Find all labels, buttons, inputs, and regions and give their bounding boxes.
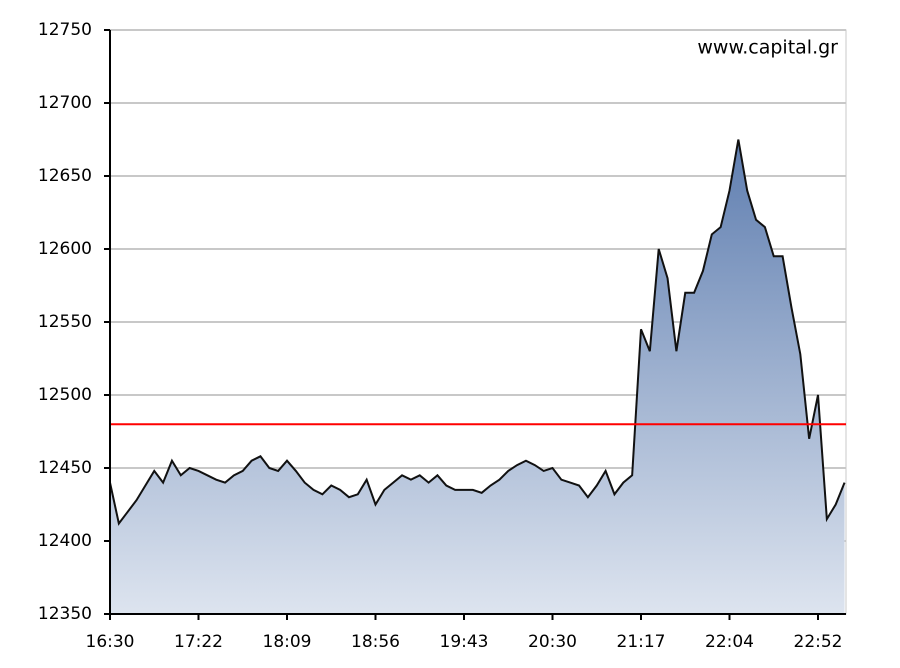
x-tick-label: 21:17 [617,632,666,652]
x-tick-label: 17:22 [174,632,223,652]
area-line [109,139,846,526]
x-tick-label: 20:30 [528,632,577,652]
y-tick-label: 12600 [38,239,92,259]
y-tick-label: 12650 [38,166,92,186]
x-tick-label: 22:52 [794,632,843,652]
y-tick-label: 12550 [38,312,92,332]
x-tick-label: 18:09 [263,632,312,652]
x-tick-label: 22:04 [705,632,754,652]
annotation: www.capital.gr [697,37,838,59]
x-tick-label: 16:30 [86,632,135,652]
y-tick-label: 12750 [38,20,92,40]
y-tick-label: 12400 [38,531,92,551]
x-tick-label: 19:43 [440,632,489,652]
y-tick-label: 12500 [38,385,92,405]
y-tick-label: 12450 [38,458,92,478]
x-tick-label: 18:56 [351,632,400,652]
y-tick-label: 12700 [38,93,92,113]
y-tick-label: 12350 [38,604,92,624]
